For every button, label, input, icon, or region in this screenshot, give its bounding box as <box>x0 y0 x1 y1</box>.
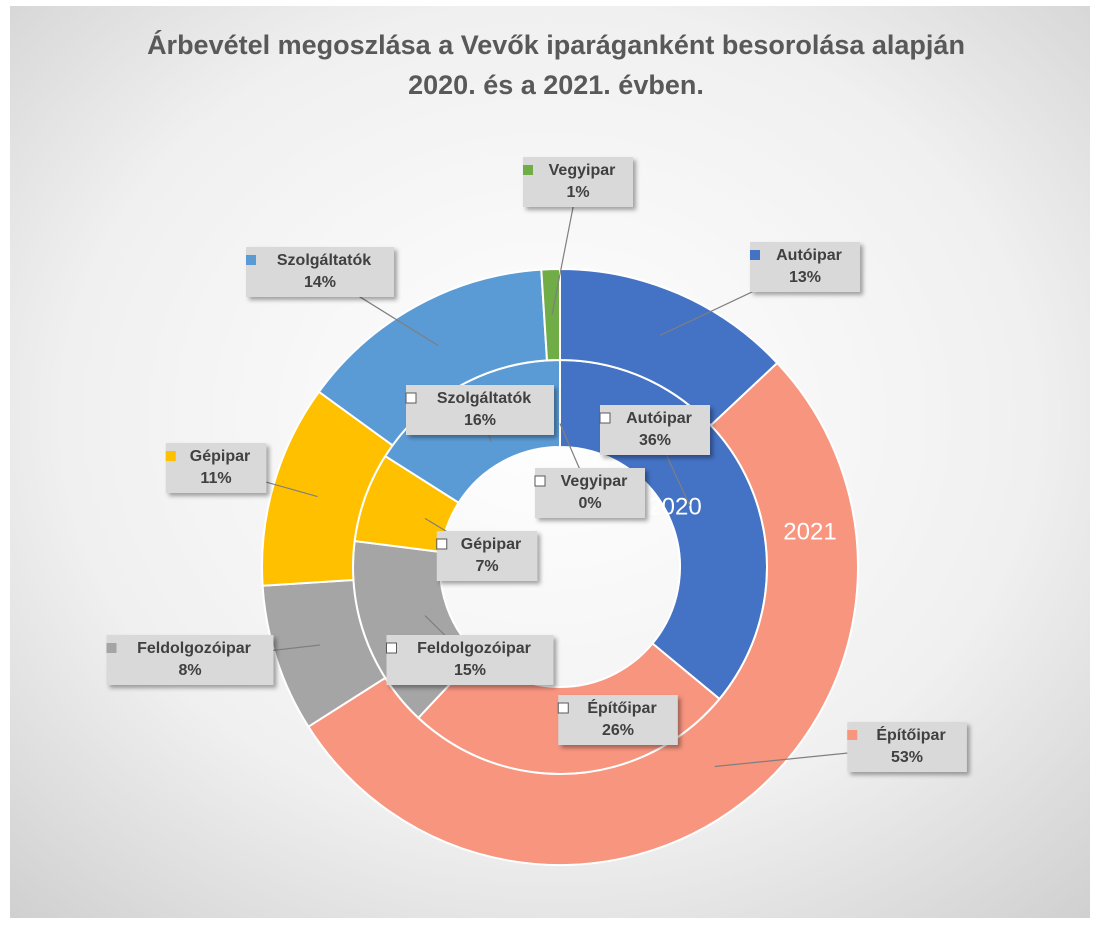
label-category: Vegyipar <box>561 473 628 490</box>
chart-title: Árbevétel megoszlása a Vevők iparágankén… <box>147 29 965 60</box>
label-category: Vegyipar <box>549 162 616 179</box>
data-label: Gépipar 11% <box>165 443 267 493</box>
label-value: 53% <box>891 749 923 766</box>
label-value: 0% <box>578 495 601 512</box>
label-category: Autóipar <box>626 410 692 427</box>
legend-key <box>436 538 448 550</box>
data-label: Autóipar 13% <box>750 242 860 292</box>
label-value: 14% <box>304 274 336 291</box>
label-box <box>246 247 394 297</box>
legend-key <box>523 165 533 175</box>
label-category: Szolgáltatók <box>437 390 531 407</box>
data-label: Vegyipar 1% <box>523 157 633 207</box>
legend-key <box>847 730 858 740</box>
data-label: Építőipar 26% <box>557 695 678 745</box>
legend-key <box>106 643 117 653</box>
data-label: Feldolgozóipar 8% <box>106 635 274 685</box>
data-label: Vegyipar 0% <box>534 468 645 518</box>
data-label: Autóipar 36% <box>599 405 710 455</box>
legend-key <box>386 642 397 654</box>
data-label: Szolgáltatók 14% <box>246 247 394 297</box>
data-label: Gépipar 7% <box>436 531 538 581</box>
label-box <box>558 695 678 745</box>
label-value: 7% <box>475 558 498 575</box>
label-category: Feldolgozóipar <box>137 640 251 657</box>
data-label: Építőipar 53% <box>847 722 967 772</box>
legend-key <box>405 392 417 404</box>
label-box <box>106 635 274 685</box>
legend-key <box>246 255 256 265</box>
donut-slice <box>307 361 859 866</box>
label-value: 11% <box>200 470 231 487</box>
label-value: 8% <box>178 662 201 679</box>
label-box <box>436 531 538 581</box>
label-category: Építőipar <box>587 698 656 717</box>
label-value: 26% <box>602 722 634 739</box>
legend-key <box>557 702 569 714</box>
label-category: Építőipar <box>876 725 945 744</box>
label-box <box>600 405 710 455</box>
legend-key <box>165 451 176 461</box>
series-label: 2021 <box>783 518 836 545</box>
donut-slice <box>540 267 561 362</box>
label-category: Feldolgozóipar <box>417 640 531 657</box>
label-box <box>386 635 554 685</box>
label-value: 13% <box>789 269 821 286</box>
label-category: Gépipar <box>461 536 521 553</box>
legend-key <box>599 412 611 424</box>
data-label: Szolgáltatók 16% <box>405 385 554 435</box>
chart-title: 2020. és a 2021. évben. <box>408 70 704 100</box>
label-box <box>523 157 633 207</box>
label-category: Gépipar <box>190 448 250 465</box>
series-label: 2020 <box>648 493 701 520</box>
label-value: 16% <box>464 412 496 429</box>
label-category: Szolgáltatók <box>277 252 371 269</box>
label-value: 15% <box>454 662 486 679</box>
label-value: 1% <box>566 184 589 201</box>
label-box <box>535 468 645 518</box>
data-label: Feldolgozóipar 15% <box>386 635 554 685</box>
label-box <box>406 385 554 435</box>
label-box <box>847 722 967 772</box>
label-category: Autóipar <box>776 247 842 264</box>
label-box <box>750 242 860 292</box>
legend-key <box>534 475 546 487</box>
label-box <box>165 443 267 493</box>
legend-key <box>750 250 760 260</box>
label-value: 36% <box>639 432 671 449</box>
